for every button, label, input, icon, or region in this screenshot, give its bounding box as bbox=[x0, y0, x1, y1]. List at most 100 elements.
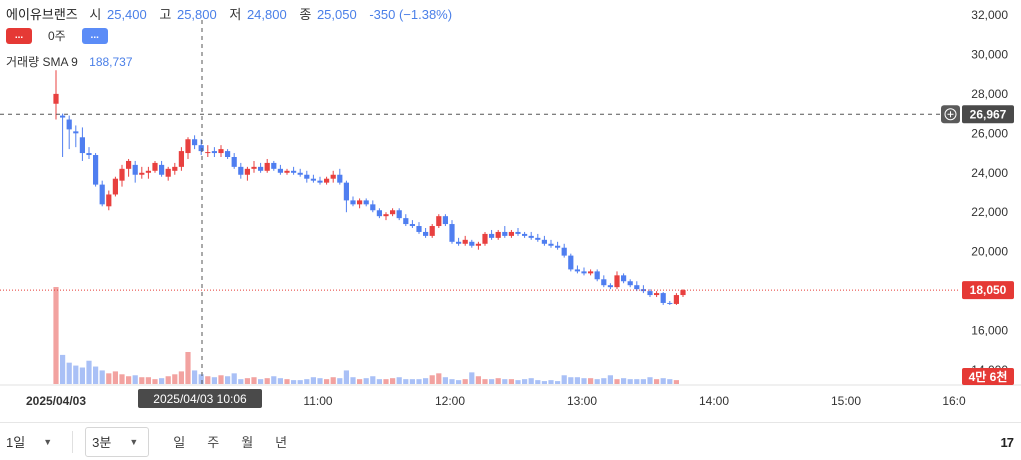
volume-bar bbox=[409, 379, 415, 384]
candle-body bbox=[535, 237, 541, 240]
buy-pill-button[interactable]: ... bbox=[81, 27, 108, 44]
y-axis-tick-label: 22,000 bbox=[971, 205, 1008, 219]
x-axis-tick-label: 16:0 bbox=[942, 394, 966, 408]
volume-bar bbox=[522, 379, 528, 384]
candle-body bbox=[350, 200, 356, 205]
volume-bar bbox=[337, 378, 343, 384]
candle-body bbox=[330, 174, 336, 179]
y-axis-tick-label: 24,000 bbox=[971, 166, 1008, 180]
y-axis-tick-label: 16,000 bbox=[971, 324, 1008, 338]
candle-body bbox=[574, 269, 580, 272]
candle-body bbox=[621, 275, 627, 282]
candle-body bbox=[152, 162, 158, 171]
volume-bar bbox=[73, 365, 79, 384]
candle-body bbox=[324, 178, 330, 183]
candle-body bbox=[475, 243, 481, 246]
chart-canvas[interactable]: 32,000 30,000 28,000 26,000 24,000 22,000 20,0… bbox=[0, 0, 1021, 422]
change-value: -350 (−1.38%) bbox=[369, 7, 453, 22]
period-week-button[interactable]: 주 bbox=[207, 435, 220, 450]
volume-bar bbox=[462, 379, 468, 384]
candle-body bbox=[588, 271, 594, 274]
volume-bar bbox=[528, 378, 534, 384]
volume-bar bbox=[403, 379, 409, 384]
volume-bar bbox=[238, 379, 244, 384]
y-axis-tick-label: 26,000 bbox=[971, 126, 1008, 140]
candle-body bbox=[363, 200, 369, 205]
candle-body bbox=[370, 204, 376, 211]
candle-body bbox=[627, 281, 633, 286]
volume-bar bbox=[449, 379, 455, 384]
candle-body bbox=[231, 157, 237, 167]
candle-body bbox=[258, 166, 264, 171]
volume-bar bbox=[178, 371, 184, 384]
y-axis-tick-label: 32,000 bbox=[971, 8, 1008, 22]
volume-bar bbox=[555, 381, 561, 384]
candle-body bbox=[607, 285, 613, 288]
volume-bar bbox=[370, 376, 376, 384]
high-value: 25,800 bbox=[176, 7, 217, 22]
volume-bar bbox=[647, 377, 653, 384]
volume-bar bbox=[574, 377, 580, 384]
crosshair-time-label-bg bbox=[138, 389, 262, 408]
candle-body bbox=[528, 235, 534, 238]
volume-bar bbox=[66, 362, 72, 384]
volume-bar bbox=[284, 379, 290, 384]
chevron-down-icon: ▼ bbox=[129, 436, 139, 447]
volume-bar bbox=[621, 378, 627, 384]
volume-bar bbox=[495, 378, 501, 384]
candle-body bbox=[238, 166, 244, 175]
low-value: 24,800 bbox=[246, 7, 287, 22]
candle-body bbox=[291, 170, 297, 173]
candle-body bbox=[502, 231, 508, 236]
candle-body bbox=[205, 152, 211, 154]
open-value: 25,400 bbox=[106, 7, 147, 22]
period-month-button[interactable]: 월 bbox=[241, 435, 254, 450]
volume-bar bbox=[634, 379, 640, 384]
candle-body bbox=[60, 115, 66, 118]
volume-bar bbox=[172, 374, 178, 384]
price-chart[interactable]: 32,000 30,000 28,000 26,000 24,000 22,000 20,0… bbox=[0, 0, 1021, 422]
crosshair-price-label: 26,967 bbox=[970, 107, 1007, 121]
x-axis-tick-label: 13:00 bbox=[567, 394, 597, 408]
volume-bar bbox=[390, 378, 396, 384]
volume-bar bbox=[383, 379, 389, 384]
candle-body bbox=[495, 231, 501, 238]
candle-body bbox=[211, 151, 217, 154]
volume-bar bbox=[456, 380, 462, 384]
volume-bar bbox=[640, 379, 646, 384]
candle-body bbox=[185, 139, 191, 154]
volume-bar bbox=[654, 379, 660, 384]
volume-bar bbox=[535, 380, 541, 384]
candle-body bbox=[581, 271, 587, 274]
volume-bar bbox=[594, 379, 600, 384]
sell-pill-button[interactable]: ... bbox=[6, 27, 32, 44]
period-day-button[interactable]: 일 bbox=[173, 435, 186, 450]
candle-body bbox=[594, 271, 600, 280]
volume-bar bbox=[258, 379, 264, 384]
volume-bar bbox=[363, 378, 369, 384]
volume-sma-value: 188,737 bbox=[89, 55, 133, 69]
volume-bar bbox=[86, 360, 92, 384]
range-select[interactable]: 1일 ▼ bbox=[0, 427, 62, 457]
candle-body bbox=[251, 166, 257, 169]
candle-body bbox=[568, 255, 574, 270]
chevron-down-icon: ▼ bbox=[43, 436, 53, 447]
candle-body bbox=[449, 224, 455, 242]
volume-bar bbox=[515, 380, 521, 384]
candle-body bbox=[112, 178, 118, 195]
low-label: 저 bbox=[229, 7, 242, 22]
volume-badge: 4만 6천 bbox=[969, 369, 1008, 384]
period-year-button[interactable]: 년 bbox=[275, 435, 288, 450]
interval-select[interactable]: 3분 ▼ bbox=[85, 426, 150, 457]
tradingview-logo[interactable]: 17 bbox=[1000, 435, 1015, 450]
ohlc-legend: 에이유브랜즈 시 25,400 고 25,800 저 24,800 종 25,0… bbox=[6, 4, 461, 23]
candle-body bbox=[673, 295, 679, 304]
candle-body bbox=[541, 239, 547, 244]
volume-bar bbox=[205, 376, 211, 384]
candle-body bbox=[469, 241, 475, 246]
volume-bar bbox=[667, 379, 673, 384]
x-axis-tick-label: 15:00 bbox=[831, 394, 861, 408]
candle-body bbox=[456, 241, 462, 244]
volume-bar bbox=[541, 381, 547, 384]
volume-bar bbox=[139, 377, 145, 384]
